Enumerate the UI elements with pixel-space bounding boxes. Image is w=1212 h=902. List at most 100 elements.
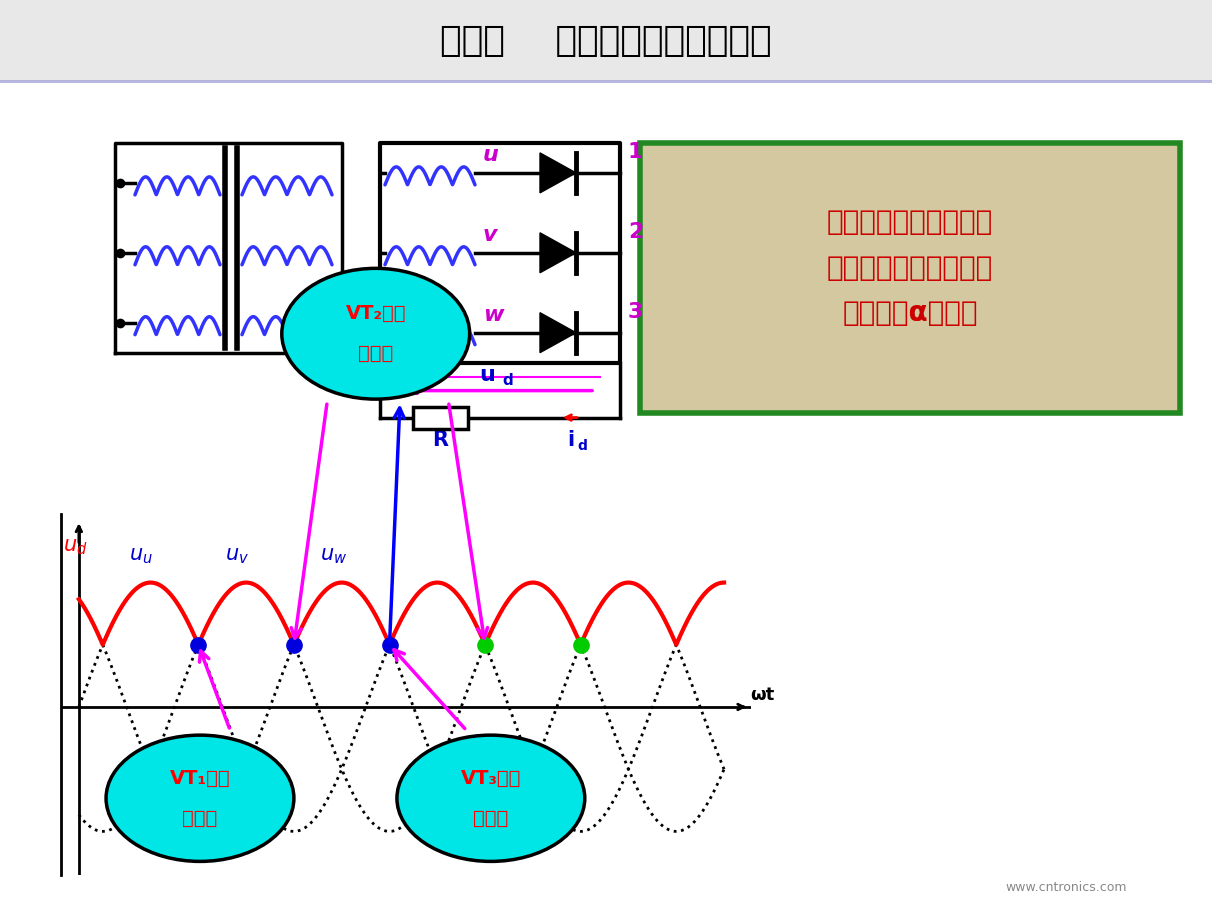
Bar xyxy=(0,81,1212,82)
Bar xyxy=(0,82,1212,83)
Bar xyxy=(0,81,1212,82)
Bar xyxy=(0,81,1212,82)
Bar xyxy=(0,82,1212,83)
Bar xyxy=(0,82,1212,83)
Text: 角起点: 角起点 xyxy=(358,344,394,364)
Bar xyxy=(0,81,1212,82)
Bar xyxy=(0,81,1212,82)
Bar xyxy=(0,81,1212,83)
Bar xyxy=(0,82,1212,83)
Bar xyxy=(0,81,1212,82)
Bar xyxy=(0,82,1212,83)
Bar xyxy=(0,81,1212,82)
Text: i: i xyxy=(567,429,574,449)
Text: 第一节    三相半波可控整流电路: 第一节 三相半波可控整流电路 xyxy=(440,24,772,59)
Bar xyxy=(0,82,1212,83)
Bar xyxy=(0,82,1212,83)
Bar xyxy=(0,81,1212,82)
Bar xyxy=(0,82,1212,83)
Bar xyxy=(0,82,1212,83)
Bar xyxy=(0,82,1212,83)
Text: VT₁控制: VT₁控制 xyxy=(170,769,230,788)
Text: ωt: ωt xyxy=(750,686,774,704)
Bar xyxy=(0,82,1212,83)
Bar xyxy=(0,81,1212,82)
Bar xyxy=(0,81,1212,83)
Bar xyxy=(0,81,1212,83)
Text: VT₃控制: VT₃控制 xyxy=(461,769,521,788)
Bar xyxy=(0,82,1212,83)
Text: u: u xyxy=(484,145,499,165)
Bar xyxy=(0,81,1212,82)
Bar xyxy=(0,81,1212,83)
Bar xyxy=(0,82,1212,83)
Bar xyxy=(0,81,1212,82)
Bar xyxy=(0,81,1212,82)
Bar xyxy=(0,82,1212,83)
Bar xyxy=(0,81,1212,82)
Bar xyxy=(0,81,1212,82)
Bar xyxy=(0,81,1212,82)
Bar xyxy=(0,81,1212,83)
Polygon shape xyxy=(541,313,576,353)
Bar xyxy=(0,81,1212,82)
Bar xyxy=(0,81,1212,82)
Bar xyxy=(0,82,1212,83)
Text: $u_u$: $u_u$ xyxy=(128,546,153,566)
Bar xyxy=(0,81,1212,82)
Bar xyxy=(0,81,1212,82)
Bar xyxy=(0,82,1212,83)
Bar xyxy=(0,81,1212,82)
Text: $u_v$: $u_v$ xyxy=(225,546,250,566)
Bar xyxy=(0,82,1212,83)
Bar xyxy=(0,81,1212,82)
Bar xyxy=(0,81,1212,82)
Text: $u_d$: $u_d$ xyxy=(63,537,87,557)
Bar xyxy=(0,81,1212,82)
Bar xyxy=(0,81,1212,82)
Text: 角起点: 角起点 xyxy=(473,808,509,828)
Bar xyxy=(0,81,1212,82)
Bar xyxy=(0,81,1212,82)
Polygon shape xyxy=(541,153,576,193)
Bar xyxy=(0,81,1212,82)
Bar xyxy=(0,81,1212,83)
Text: v: v xyxy=(484,225,497,244)
Polygon shape xyxy=(541,233,576,272)
Bar xyxy=(0,82,1212,83)
Text: 2: 2 xyxy=(628,222,644,242)
Bar xyxy=(0,81,1212,82)
Bar xyxy=(0,81,1212,83)
Bar xyxy=(0,81,1212,82)
Bar xyxy=(0,81,1212,82)
Bar xyxy=(0,81,1212,82)
Text: d: d xyxy=(502,373,513,388)
Bar xyxy=(0,82,1212,83)
Bar xyxy=(0,81,1212,82)
Bar xyxy=(0,552,1212,902)
Bar xyxy=(0,83,1212,552)
Bar xyxy=(0,81,1212,83)
Text: w: w xyxy=(484,305,503,325)
Text: 不可控整流电路的自然
换相点就是可控整流电
路控制角α的起点: 不可控整流电路的自然 换相点就是可控整流电 路控制角α的起点 xyxy=(827,208,993,327)
Bar xyxy=(0,81,1212,82)
FancyBboxPatch shape xyxy=(640,143,1180,412)
Text: u: u xyxy=(479,364,494,384)
Bar xyxy=(0,81,1212,82)
Text: 角起点: 角起点 xyxy=(182,808,218,828)
Text: d: d xyxy=(577,438,587,453)
Text: R: R xyxy=(431,429,448,449)
Text: VT₂控制: VT₂控制 xyxy=(345,304,406,324)
Bar xyxy=(0,82,1212,83)
Bar xyxy=(0,81,1212,82)
Bar xyxy=(0,81,1212,82)
Bar xyxy=(0,81,1212,82)
Text: $u_w$: $u_w$ xyxy=(320,546,347,566)
Bar xyxy=(0,81,1212,82)
Bar xyxy=(412,407,468,428)
Text: 1: 1 xyxy=(628,142,644,161)
Bar xyxy=(0,81,1212,83)
Bar xyxy=(0,81,1212,82)
Bar xyxy=(0,81,1212,82)
Bar xyxy=(0,81,1212,82)
